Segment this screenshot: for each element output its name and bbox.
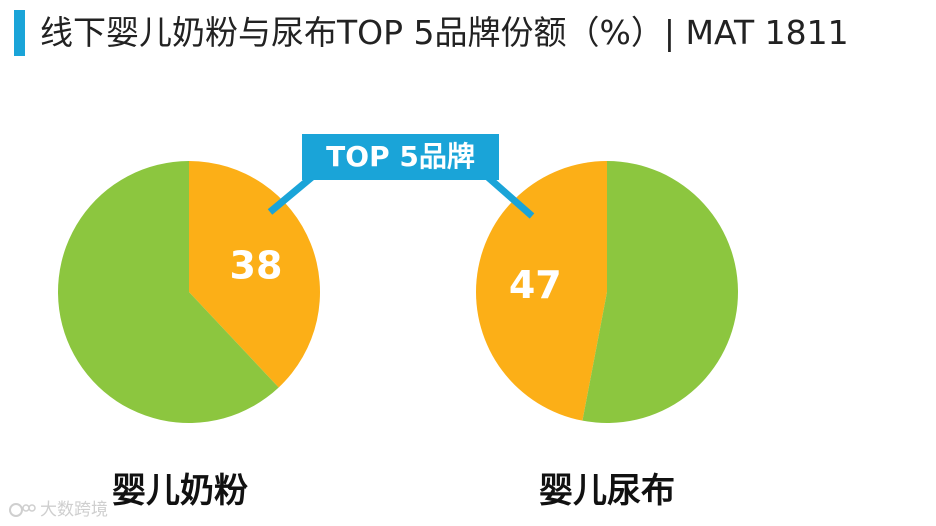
logo-icon — [9, 503, 36, 517]
page-title: 线下婴儿奶粉与尿布TOP 5品牌份额（%）| MAT 1811 — [40, 13, 849, 52]
title-accent-bar — [14, 10, 25, 56]
pie-title-milk-powder: 婴儿奶粉 — [112, 471, 248, 511]
pie-1: 47 — [475, 161, 738, 423]
pie-0-slice-0 — [189, 161, 320, 388]
pie-title-diapers: 婴儿尿布 — [539, 471, 675, 511]
pie-1-data-label: 47 — [509, 263, 562, 307]
watermark-text: 大数跨境 — [40, 500, 108, 520]
pie-0: 38 — [57, 161, 320, 423]
pie-1-slice-0 — [475, 161, 607, 421]
pie-0-slice-1 — [57, 161, 279, 423]
top5-callout-label: TOP 5品牌 — [302, 134, 499, 180]
pie-1-slice-1 — [582, 161, 738, 423]
pie-0-data-label: 38 — [230, 243, 283, 287]
watermark: 大数跨境 — [8, 498, 108, 522]
